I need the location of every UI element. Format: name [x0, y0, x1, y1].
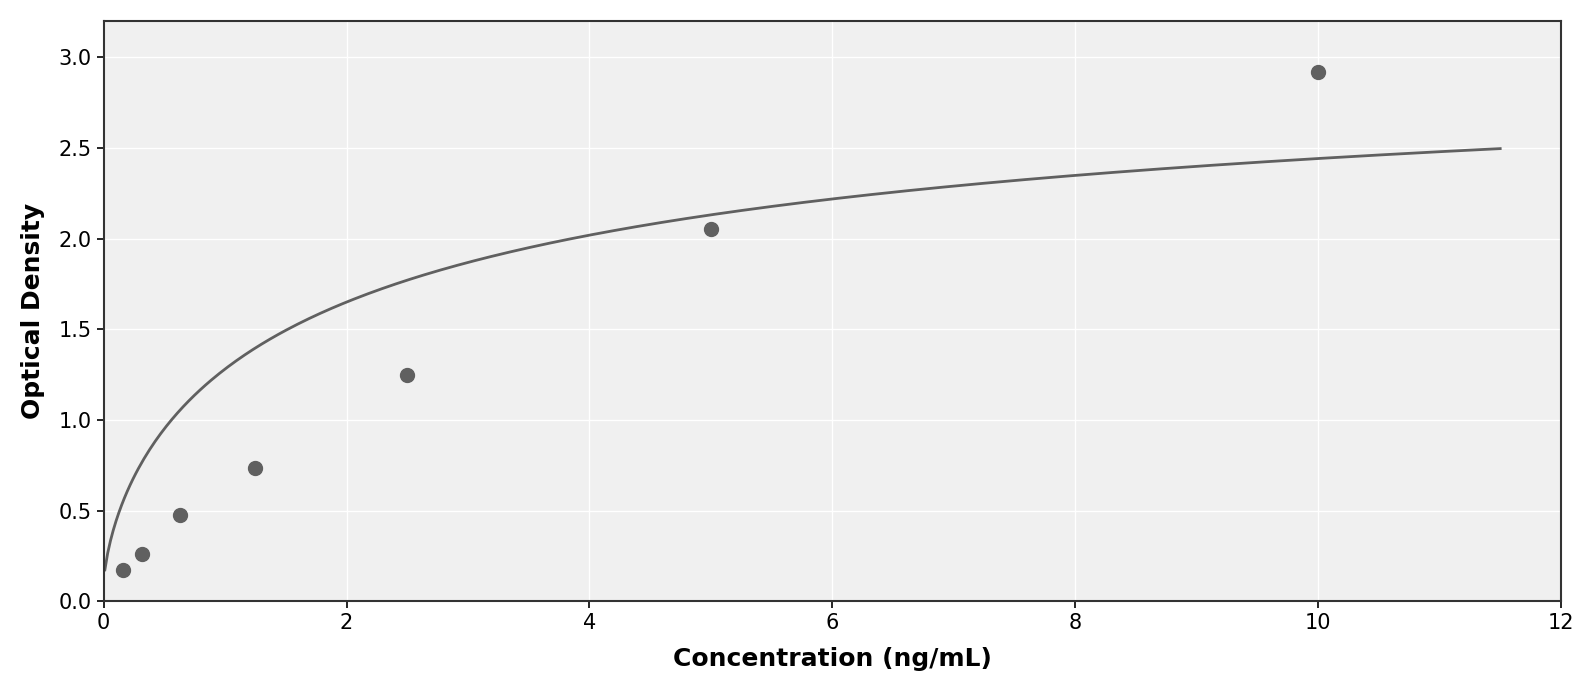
Point [699, 223, 724, 234]
Point [129, 549, 155, 560]
Y-axis label: Optical Density: Optical Density [21, 203, 45, 419]
Point [110, 564, 136, 575]
Point [1305, 66, 1330, 78]
X-axis label: Concentration (ng/mL): Concentration (ng/mL) [673, 647, 992, 671]
Point [394, 369, 419, 380]
Point [242, 462, 268, 473]
Point [167, 510, 193, 521]
